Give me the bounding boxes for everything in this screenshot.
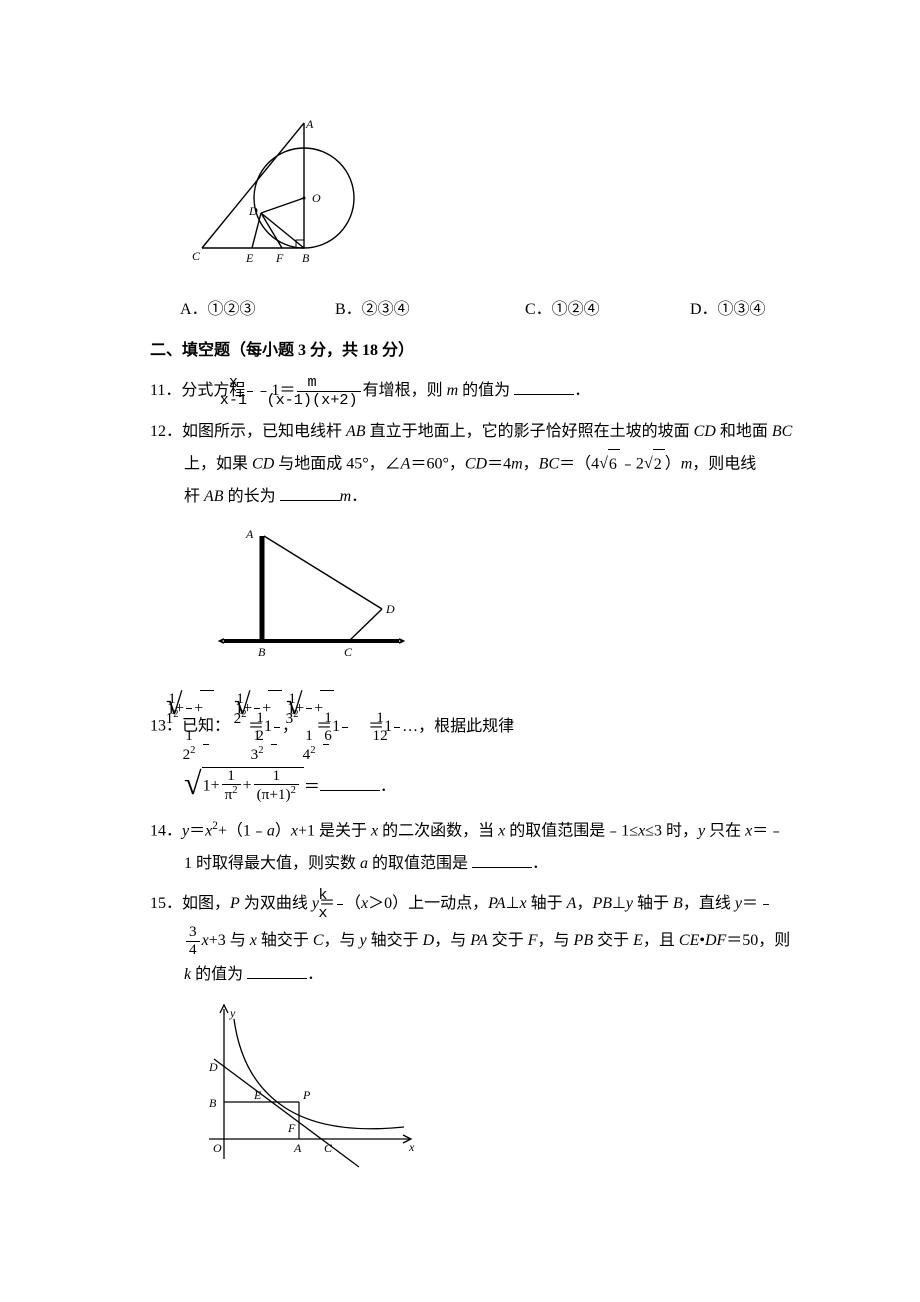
q13-blank [320, 774, 380, 791]
svg-text:y: y [229, 1006, 236, 1020]
svg-text:D: D [385, 602, 395, 616]
q11: 11．分式方程xx-1﹣1＝m(x-1)(x+2)有增根，则 m 的值为 ． [150, 374, 810, 408]
option-d: D．①③④ [690, 295, 766, 325]
q13-sqrt3: √1+132+142 [354, 690, 368, 764]
svg-text:B: B [258, 645, 266, 659]
q12-l2: 上，如果 CD 与地面成 45°，∠A＝60°，CD＝4m，BC＝（4√6﹣2√… [150, 449, 810, 480]
q15-34: 34 [186, 924, 200, 958]
q12-blank [280, 484, 340, 501]
q13-l2: √1+1π2+1(π+1)2＝． [150, 766, 810, 808]
q12-l3: 杆 AB 的长为 m． [150, 482, 810, 512]
svg-text:B: B [209, 1096, 217, 1110]
svg-text:E: E [253, 1088, 262, 1102]
option-a: A．①②③ [180, 295, 335, 325]
q14: 14．y＝x2+（1﹣a）x+1 是关于 x 的二次函数，当 x 的取值范围是﹣… [150, 816, 810, 847]
q11-frac2: m(x-1)(x+2) [297, 374, 360, 408]
q14-l2: 1 时取得最大值，则实数 a 的取值范围是 ． [150, 849, 810, 879]
figure-hyperbola: y x O D B E P F A C [150, 999, 810, 1185]
svg-text:A: A [245, 527, 254, 541]
svg-text:C: C [344, 645, 353, 659]
svg-text:C: C [192, 249, 201, 263]
svg-text:x: x [408, 1140, 415, 1154]
hyp-svg: y x O D B E P F A C [184, 999, 424, 1174]
q15-kx: kx [337, 887, 343, 921]
q11-frac1: xx-1 [247, 374, 253, 408]
option-b: B．②③④ [335, 295, 525, 325]
q11-num: 11． [150, 382, 181, 399]
figure-circle: A O D C E F B [150, 118, 810, 289]
svg-text:B: B [302, 251, 310, 265]
page: A O D C E F B A．①②③ B．②③④ C．①②④ D．①③④ 二、… [0, 0, 920, 1245]
svg-text:F: F [275, 251, 284, 265]
q13: 13．已知： √1+112+122＝112， √1+122+132＝116 √1… [150, 690, 810, 764]
pole-svg: A B C D [184, 521, 414, 671]
svg-text:C: C [324, 1141, 333, 1155]
option-c: C．①②④ [525, 295, 690, 325]
sqrt2: √2 [644, 449, 665, 480]
q11-blank [514, 378, 574, 395]
q13-sqrtn: √1+1π2+1(π+1)2 [184, 767, 304, 809]
q15-l2: 34x+3 与 x 轴交于 C，与 y 轴交于 D，与 PA 交于 F，与 PB… [150, 924, 810, 958]
figure-pole: A B C D [150, 521, 810, 682]
q15: 15．如图，P 为双曲线 y＝kx（x＞0）上一动点，PA⊥x 轴于 A，PB⊥… [150, 887, 810, 921]
sqrt6: √6 [599, 449, 620, 480]
svg-text:D: D [208, 1060, 218, 1074]
svg-text:F: F [287, 1121, 296, 1135]
q12: 12．如图所示，已知电线杆 AB 直立于地面上，它的影子恰好照在土坡的坡面 CD… [150, 417, 810, 447]
svg-text:O: O [312, 191, 321, 205]
q14-blank [472, 851, 532, 868]
svg-text:O: O [213, 1141, 222, 1155]
q15-blank [247, 962, 307, 979]
section-2-title: 二、填空题（每小题 3 分，共 18 分） [150, 336, 810, 366]
svg-text:A: A [293, 1141, 302, 1155]
svg-text:D: D [248, 204, 258, 218]
q15-l3: k 的值为 ． [150, 960, 810, 990]
svg-text:P: P [302, 1088, 311, 1102]
q11-post: 有增根，则 [363, 382, 447, 399]
q10-options: A．①②③ B．②③④ C．①②④ D．①③④ [150, 295, 810, 325]
svg-text:E: E [245, 251, 254, 265]
svg-text:A: A [305, 118, 314, 131]
circle-svg: A O D C E F B [184, 118, 384, 278]
